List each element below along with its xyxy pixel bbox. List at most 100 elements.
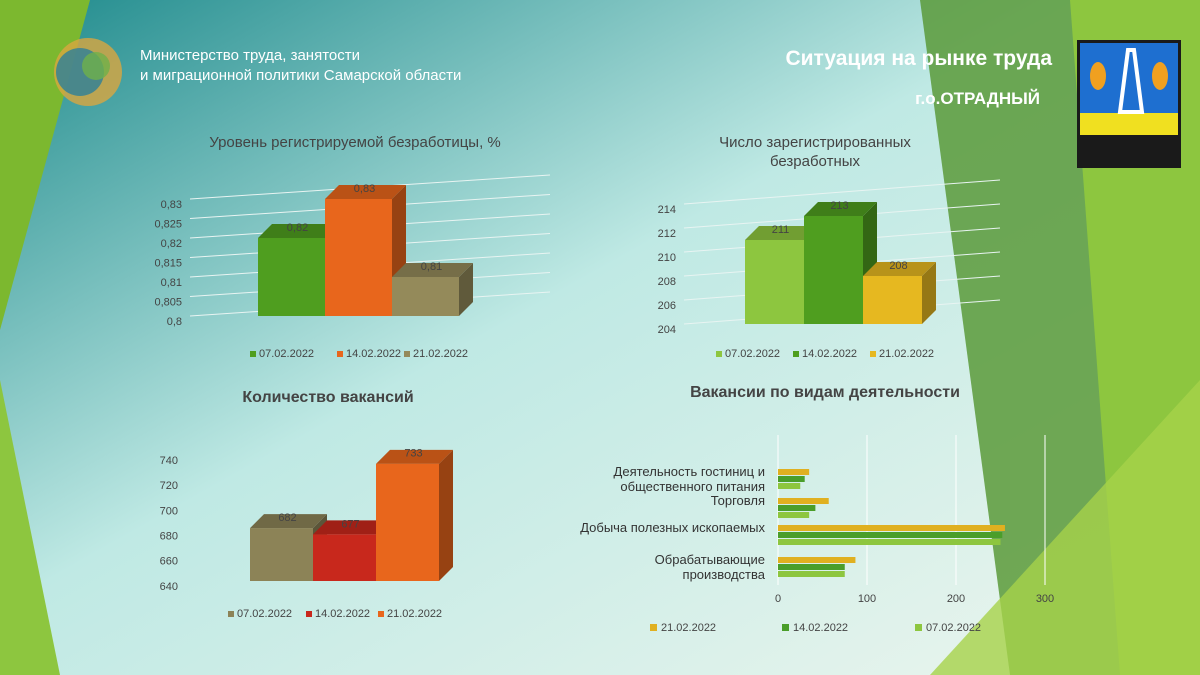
y-tick-label: 0,82 [161, 238, 182, 250]
bar-top [863, 262, 936, 276]
bar-top [258, 224, 339, 238]
legend-marker [716, 351, 722, 357]
y-tick-label: 660 [160, 556, 178, 568]
bar [778, 476, 805, 482]
y-tick-label: 0,83 [161, 199, 182, 211]
legend-label: 21.02.2022 [387, 608, 442, 620]
x-tick-label: 200 [947, 593, 965, 605]
bar-side [922, 262, 936, 324]
legend-label: 07.02.2022 [259, 348, 314, 360]
y-tick-label: 680 [160, 531, 178, 543]
y-tick-label: 204 [658, 324, 676, 336]
bar [376, 463, 439, 581]
legend-marker [250, 351, 256, 357]
legend-marker [782, 624, 789, 631]
legend-label: 21.02.2022 [661, 622, 716, 634]
y-tick-label: Деятельность гостиниц и общественного пи… [613, 464, 765, 494]
legend-label: 14.02.2022 [802, 348, 857, 360]
bar [863, 276, 922, 324]
bar-top [804, 202, 877, 216]
ministry-line: и миграционной политики Самарской област… [140, 67, 462, 84]
ministry-line: Министерство труда, занятости [140, 47, 360, 64]
legend-marker [793, 351, 799, 357]
bar [258, 238, 325, 316]
bar-top [745, 226, 818, 240]
bar-top [313, 520, 390, 535]
bar [804, 216, 863, 324]
legend-label: 14.02.2022 [793, 622, 848, 634]
data-label: 0,81 [421, 261, 442, 273]
y-tick-label: 212 [658, 228, 676, 240]
legend-label: 21.02.2022 [413, 348, 468, 360]
legend-label: 14.02.2022 [346, 348, 401, 360]
bar [778, 532, 1003, 538]
legend-marker [650, 624, 657, 631]
data-label: 733 [404, 448, 422, 460]
y-tick-label: 208 [658, 276, 676, 288]
data-label: 0,82 [287, 222, 308, 234]
chart-title: Уровень регистрируемой безработицы, % [209, 134, 501, 151]
bar [778, 469, 810, 475]
y-tick-label: 700 [160, 505, 178, 517]
bar-side [459, 263, 473, 316]
decor [930, 380, 1200, 675]
y-tick-label: 740 [160, 455, 178, 467]
bar-top [392, 263, 473, 277]
data-label: 211 [772, 224, 790, 236]
city: г.о.ОТРАДНЫЙ [915, 89, 1040, 108]
y-tick-label: 214 [658, 204, 676, 216]
y-tick-label: Торговля [710, 493, 765, 508]
bar [392, 277, 459, 316]
data-label: 213 [830, 200, 848, 212]
chart-title: Число зарегистрированных безработных [719, 134, 911, 170]
legend-marker [870, 351, 876, 357]
coat-of-arms [1077, 40, 1181, 168]
bar [778, 512, 810, 518]
legend-marker [228, 611, 234, 617]
data-label: 677 [341, 518, 359, 530]
bar [778, 571, 845, 577]
y-tick-label: 0,825 [154, 218, 182, 230]
legend-marker [337, 351, 343, 357]
y-tick-label: 0,8 [167, 316, 182, 328]
y-tick-label: 640 [160, 581, 178, 593]
legend-marker [378, 611, 384, 617]
grid-line [683, 179, 1001, 205]
bar-top [376, 449, 453, 464]
legend-label: 07.02.2022 [926, 622, 981, 634]
bar [313, 534, 376, 581]
y-tick-label: 0,81 [161, 277, 182, 289]
x-tick-label: 300 [1036, 593, 1054, 605]
y-tick-label: Обрабатывающие производства [654, 552, 765, 582]
x-tick-label: 0 [775, 593, 781, 605]
y-tick-label: 210 [658, 252, 676, 264]
y-tick-label: 206 [658, 300, 676, 312]
bar-side [439, 449, 453, 581]
bar [250, 528, 313, 581]
bar [325, 199, 392, 316]
chart-title: Вакансии по видам деятельности [690, 384, 960, 401]
data-label: 0,83 [354, 183, 375, 195]
legend-label: 21.02.2022 [879, 348, 934, 360]
bar [745, 240, 804, 324]
bar-top [250, 514, 327, 529]
legend-label: 07.02.2022 [725, 348, 780, 360]
bar [778, 539, 1001, 545]
legend-marker [306, 611, 312, 617]
data-label: 208 [889, 260, 907, 272]
legend-marker [404, 351, 410, 357]
legend-marker [915, 624, 922, 631]
slide-title: Ситуация на рынке труда [785, 47, 1052, 70]
y-tick-label: 720 [160, 480, 178, 492]
data-label: 682 [278, 512, 296, 524]
chart-title: Количество вакансий [242, 389, 414, 406]
y-tick-label: 0,815 [154, 257, 182, 269]
x-tick-label: 100 [858, 593, 876, 605]
bar [778, 564, 845, 570]
logo [54, 38, 122, 106]
bar [778, 557, 856, 563]
legend-label: 07.02.2022 [237, 608, 292, 620]
bar [778, 498, 829, 504]
